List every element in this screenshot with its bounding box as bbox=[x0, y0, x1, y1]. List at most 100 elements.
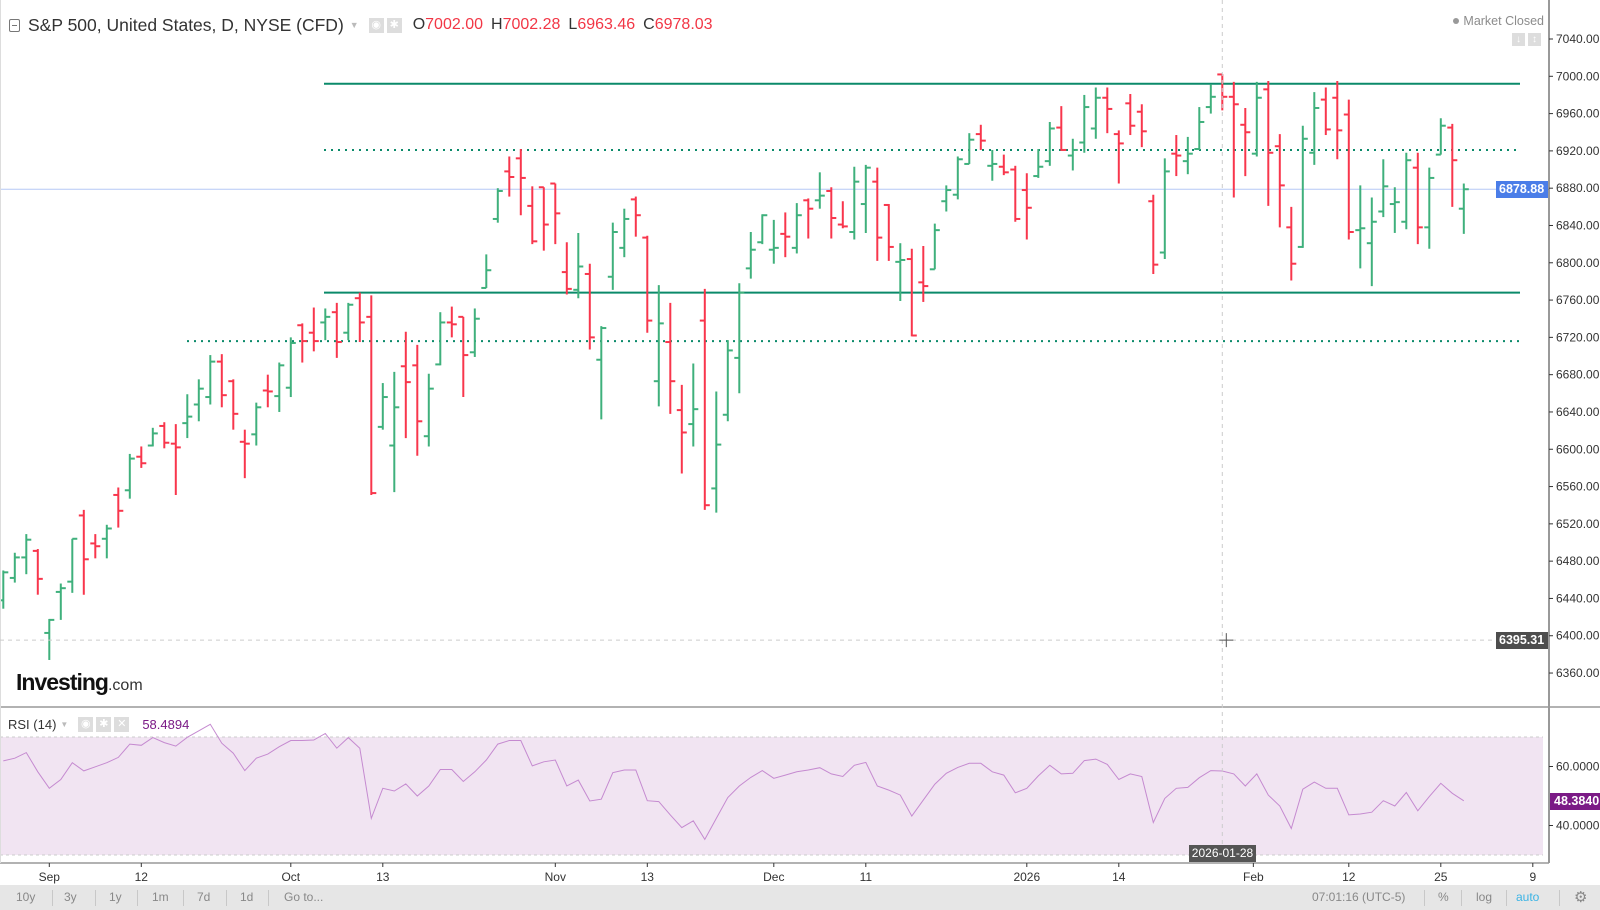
ohlc-bar-up bbox=[193, 379, 204, 422]
chevron-down-icon[interactable]: ▼ bbox=[349, 20, 359, 30]
rsi-band-fill bbox=[0, 737, 1543, 855]
ohlc-bar-up bbox=[734, 283, 745, 394]
collapse-legend-icon[interactable] bbox=[9, 18, 20, 32]
percent-scale-toggle[interactable]: % bbox=[1438, 890, 1449, 904]
horizontal-levels[interactable] bbox=[0, 82, 1549, 343]
ohlc-bar-down bbox=[975, 124, 986, 150]
ohlc-bar-down bbox=[872, 167, 883, 261]
ohlc-bar-down bbox=[1263, 80, 1274, 206]
ohlc-bar-down bbox=[642, 235, 653, 333]
rsi-line-group bbox=[3, 723, 1465, 841]
auto-scale-toggle[interactable]: auto bbox=[1516, 890, 1540, 904]
price-tick-label: 6600.00 bbox=[1556, 442, 1600, 456]
ohlc-bar-down bbox=[170, 424, 181, 495]
time-tick-label: 11 bbox=[860, 870, 873, 884]
range-1m-button[interactable]: 1m bbox=[152, 890, 169, 904]
settings-gear-icon[interactable]: ⚙ bbox=[1574, 889, 1588, 906]
range-1y-button[interactable]: 1y bbox=[109, 890, 122, 904]
time-tick-label: 12 bbox=[1342, 870, 1356, 884]
arrow-down-icon[interactable]: ↓ bbox=[1512, 33, 1525, 46]
last-price-label: 6878.88 bbox=[1496, 181, 1548, 199]
chevron-down-icon[interactable]: ▼ bbox=[60, 720, 69, 729]
ohlc-bar-up bbox=[492, 188, 503, 223]
visibility-icon[interactable]: ◉ bbox=[368, 17, 384, 33]
gear-icon[interactable]: ✱ bbox=[96, 717, 112, 732]
log-scale-toggle[interactable]: log bbox=[1476, 890, 1493, 904]
ohlc-bar-down bbox=[1412, 152, 1423, 245]
ohlc-bar-up bbox=[1366, 197, 1377, 287]
range-7d-button[interactable]: 7d bbox=[197, 890, 211, 904]
ohlc-bar-down bbox=[1102, 87, 1113, 134]
ohlc-bar-down bbox=[584, 263, 595, 350]
ohlc-bar-up bbox=[596, 326, 607, 420]
ohlc-bar-up bbox=[573, 232, 584, 299]
ohlc-bar-up bbox=[607, 222, 618, 290]
range-10y-button[interactable]: 10y bbox=[16, 890, 36, 904]
ohlc-bar-up bbox=[895, 243, 906, 302]
ohlc-bar-up bbox=[1044, 121, 1055, 166]
ohlc-bar-down bbox=[400, 331, 411, 439]
ohlc-bar-up bbox=[952, 156, 963, 200]
crosshair bbox=[0, 0, 1549, 863]
ohlc-bar-up bbox=[814, 172, 825, 209]
range-3y-button[interactable]: 3y bbox=[64, 890, 77, 904]
divider bbox=[1461, 890, 1462, 906]
ohlc-bar-up bbox=[1458, 183, 1469, 234]
gear-icon[interactable]: ✱ bbox=[386, 17, 402, 33]
price-tick-label: 6360.00 bbox=[1556, 666, 1600, 680]
ohlc-bar-down bbox=[412, 344, 423, 456]
time-tick-label: 2026 bbox=[1013, 870, 1040, 884]
price-tick-label: 6800.00 bbox=[1556, 256, 1600, 270]
ohlc-bar-up bbox=[435, 312, 446, 366]
ohlc-bar-up bbox=[285, 337, 296, 398]
instrument-title[interactable]: S&P 500, United States, D, NYSE (CFD) bbox=[28, 14, 344, 35]
close-icon[interactable]: ✕ bbox=[114, 717, 130, 732]
ohlc-bar-up bbox=[688, 363, 699, 447]
ohlc-bar-down bbox=[366, 295, 377, 495]
range-1d-button[interactable]: 1d bbox=[240, 890, 254, 904]
time-tick-label: 14 bbox=[1112, 870, 1126, 884]
visibility-icon[interactable]: ◉ bbox=[78, 717, 94, 732]
arrow-updown-icon[interactable]: ↕ bbox=[1528, 33, 1541, 46]
divider bbox=[1424, 890, 1425, 906]
rsi-value: 58.4894 bbox=[142, 717, 190, 732]
ohlc-high: H7002.28 bbox=[491, 16, 561, 33]
ohlc-bar-up bbox=[469, 308, 480, 357]
time-tick-label: 13 bbox=[376, 870, 390, 884]
ohlc-bar-up bbox=[1159, 158, 1170, 260]
price-tick-label: 6520.00 bbox=[1556, 517, 1600, 531]
price-tick-label: 7040.00 bbox=[1556, 32, 1600, 46]
ohlc-close: C6978.03 bbox=[643, 16, 713, 33]
ohlc-bar-up bbox=[1309, 92, 1320, 165]
ohlc-bar-up bbox=[251, 402, 262, 446]
ohlc-bar-up bbox=[1251, 81, 1262, 157]
clock-timezone[interactable]: 07:01:16 (UTC-5) bbox=[1312, 890, 1406, 904]
ohlc-bar-up bbox=[44, 618, 55, 660]
divider bbox=[52, 890, 53, 906]
time-tick-label: Sep bbox=[39, 870, 61, 884]
price-tick-label: 6560.00 bbox=[1556, 480, 1600, 494]
axes: 7040.00 7000.00 6960.00 6920.00 6880.00 6840.… bbox=[0, 0, 1600, 884]
rsi-line bbox=[3, 723, 1465, 841]
time-tick-label: Feb bbox=[1243, 870, 1264, 884]
ohlc-bar-down bbox=[1171, 135, 1182, 177]
ohlc-bar-down bbox=[1332, 80, 1343, 160]
ohlc-bar-up bbox=[274, 362, 285, 412]
rsi-legend[interactable]: RSI (14) ▼ ◉ ✱ ✕ 58.4894 bbox=[8, 716, 189, 733]
ohlc-bar-down bbox=[699, 288, 710, 510]
ohlc-bar-up bbox=[9, 552, 20, 583]
ohlc-low: L6963.46 bbox=[568, 16, 636, 33]
ohlc-bar-down bbox=[159, 422, 170, 449]
ohlc-bar-down bbox=[1021, 173, 1032, 240]
ohlc-bar-down bbox=[1286, 206, 1297, 281]
bottom-toolbar: 10y 3y 1y 1m 7d 1d Go to... 07:01:16 (UT… bbox=[0, 885, 1600, 910]
ohlc-bar-down bbox=[90, 534, 101, 559]
ohlc-bar-down bbox=[446, 306, 457, 338]
ohlc-bar-down bbox=[1148, 194, 1159, 274]
go-to-date-button[interactable]: Go to... bbox=[284, 890, 324, 904]
ohlc-bar-up bbox=[124, 453, 135, 499]
ohlc-bar-down bbox=[665, 302, 676, 414]
ohlc-bar-up bbox=[55, 583, 66, 620]
ohlc-bar-down bbox=[1447, 123, 1458, 207]
